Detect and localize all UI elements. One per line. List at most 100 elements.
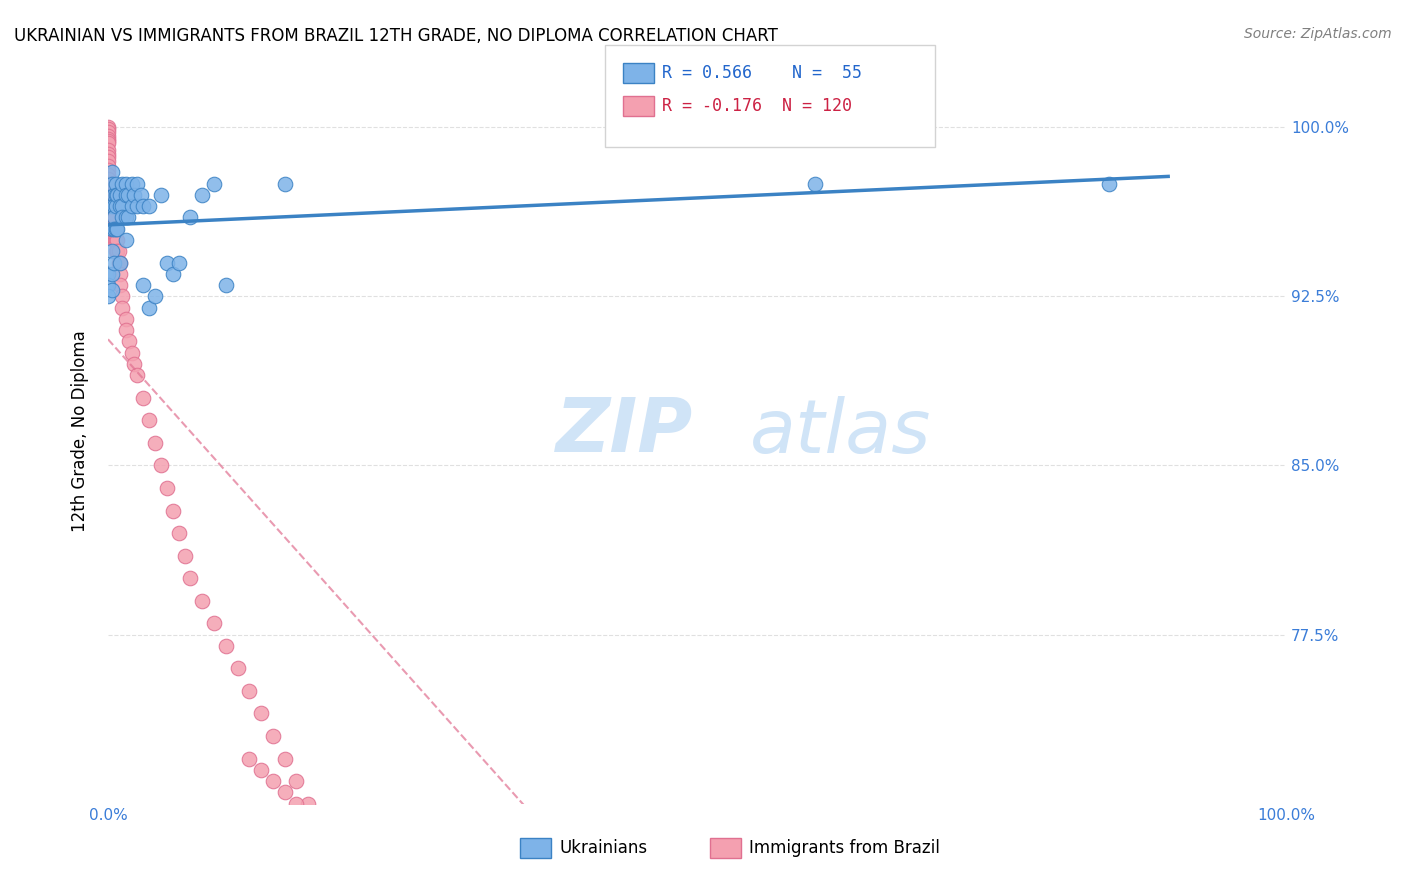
Point bbox=[103, 199, 125, 213]
Point bbox=[127, 177, 149, 191]
Point bbox=[143, 289, 166, 303]
Point bbox=[105, 233, 128, 247]
Point bbox=[103, 199, 125, 213]
Point bbox=[97, 131, 120, 145]
Point bbox=[97, 150, 120, 164]
Point bbox=[262, 729, 284, 743]
Point bbox=[101, 211, 124, 225]
Point bbox=[285, 797, 308, 811]
Point bbox=[162, 503, 184, 517]
Point bbox=[97, 168, 120, 182]
Point bbox=[108, 255, 131, 269]
Point bbox=[108, 187, 131, 202]
Point bbox=[321, 830, 343, 845]
Point bbox=[179, 211, 201, 225]
Point bbox=[111, 211, 134, 225]
Point bbox=[143, 436, 166, 450]
Point bbox=[97, 147, 120, 161]
Point bbox=[98, 199, 121, 213]
Point bbox=[215, 639, 238, 653]
Point bbox=[368, 875, 391, 889]
Point bbox=[238, 751, 260, 765]
Point bbox=[122, 187, 145, 202]
Point bbox=[105, 221, 128, 235]
Point bbox=[273, 785, 295, 799]
Point bbox=[114, 187, 136, 202]
Point bbox=[108, 267, 131, 281]
Point bbox=[100, 165, 122, 179]
Point bbox=[321, 841, 343, 855]
Point bbox=[132, 391, 155, 405]
Point bbox=[332, 864, 354, 879]
Point bbox=[150, 458, 173, 473]
Point bbox=[250, 763, 273, 777]
Point bbox=[108, 199, 131, 213]
Point bbox=[297, 797, 319, 811]
Point bbox=[173, 549, 195, 563]
Point bbox=[100, 177, 122, 191]
Point bbox=[111, 177, 134, 191]
Point bbox=[111, 199, 134, 213]
Point bbox=[150, 187, 173, 202]
Point bbox=[215, 278, 238, 293]
Point bbox=[101, 221, 124, 235]
Point bbox=[107, 221, 129, 235]
Point bbox=[100, 177, 122, 191]
Point bbox=[127, 368, 149, 383]
Point bbox=[100, 211, 122, 225]
Point bbox=[107, 187, 129, 202]
Point bbox=[138, 199, 160, 213]
Point bbox=[117, 211, 139, 225]
Point bbox=[98, 177, 121, 191]
Point bbox=[98, 211, 121, 225]
Point bbox=[202, 616, 225, 631]
Point bbox=[97, 122, 120, 136]
Point bbox=[132, 199, 155, 213]
Point bbox=[100, 199, 122, 213]
Text: Ukrainians: Ukrainians bbox=[560, 839, 648, 857]
Point bbox=[103, 211, 125, 225]
Point bbox=[114, 311, 136, 326]
Point bbox=[191, 593, 214, 607]
Point bbox=[114, 211, 136, 225]
Point bbox=[202, 177, 225, 191]
Point bbox=[100, 267, 122, 281]
Point bbox=[97, 154, 120, 169]
Y-axis label: 12th Grade, No Diploma: 12th Grade, No Diploma bbox=[72, 331, 89, 533]
Point bbox=[97, 129, 120, 144]
Text: Source: ZipAtlas.com: Source: ZipAtlas.com bbox=[1244, 27, 1392, 41]
Point bbox=[132, 278, 155, 293]
Point bbox=[97, 136, 120, 150]
Point bbox=[97, 187, 120, 202]
Point bbox=[108, 278, 131, 293]
Point bbox=[97, 177, 120, 191]
Point bbox=[97, 267, 120, 281]
Point bbox=[98, 183, 121, 197]
Point bbox=[121, 199, 143, 213]
Point bbox=[100, 199, 122, 213]
Point bbox=[105, 199, 128, 213]
Point bbox=[100, 283, 122, 297]
Point bbox=[105, 221, 128, 235]
Point bbox=[332, 841, 354, 855]
Text: R = -0.176  N = 120: R = -0.176 N = 120 bbox=[662, 97, 852, 115]
Point bbox=[344, 853, 367, 867]
Point bbox=[129, 187, 152, 202]
Point bbox=[156, 255, 179, 269]
Point bbox=[380, 887, 402, 892]
Point bbox=[162, 267, 184, 281]
Point bbox=[391, 887, 413, 892]
Point bbox=[100, 187, 122, 202]
Point bbox=[138, 413, 160, 427]
Point bbox=[97, 193, 120, 207]
Point bbox=[117, 187, 139, 202]
Point bbox=[104, 221, 127, 235]
Point bbox=[356, 864, 378, 879]
Point bbox=[101, 187, 124, 202]
Point bbox=[273, 751, 295, 765]
Point bbox=[100, 221, 122, 235]
Point bbox=[107, 233, 129, 247]
Point bbox=[103, 233, 125, 247]
Point bbox=[97, 172, 120, 186]
Point bbox=[97, 125, 120, 139]
